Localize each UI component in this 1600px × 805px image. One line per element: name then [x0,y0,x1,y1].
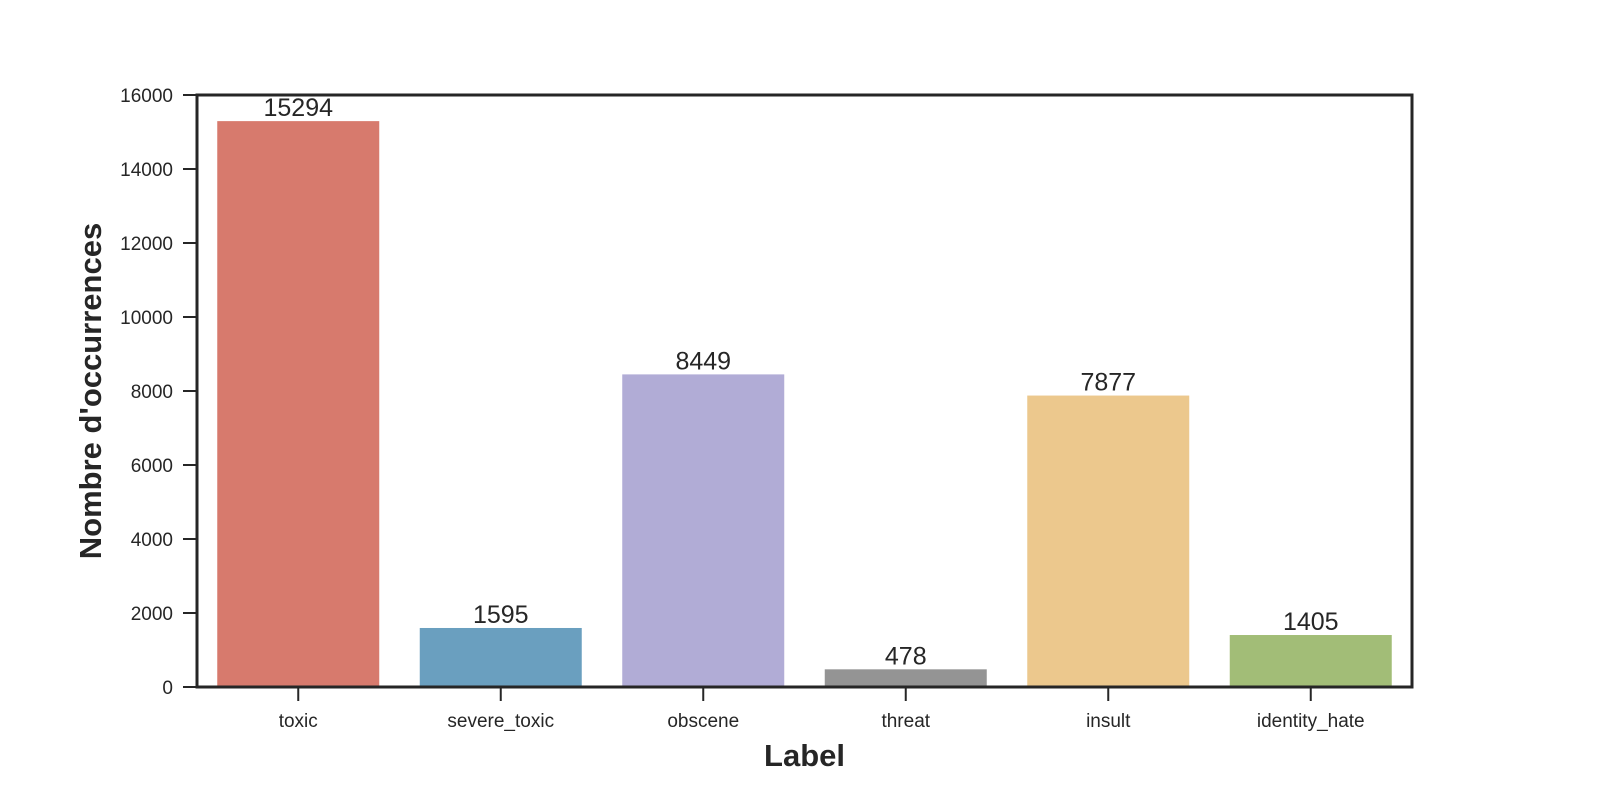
bar-threat [824,669,987,687]
bar-severe-toxic [419,627,582,687]
x-ticks: toxic severe_toxic obscene threat insult iden… [279,687,1365,732]
y-tick-label: 0 [162,678,173,699]
bars-layer [217,121,1392,687]
y-tick-label: 8000 [131,382,173,403]
bar-toxic [217,121,380,687]
x-axis-title: Label [764,738,845,773]
y-tick-label: 4000 [131,530,173,551]
y-tick-label: 14000 [120,160,173,181]
bar-value-labels: 15294 1595 8449 478 7877 1405 [263,94,1338,670]
x-tick-label: identity_hate [1257,711,1365,732]
bar-obscene [622,374,785,687]
bar-value-label: 1595 [473,601,529,629]
y-axis-title: Nombre d'occurrences [73,223,108,559]
bar-identity-hate [1229,635,1392,687]
bar-value-label: 15294 [263,94,333,122]
y-tick-label: 10000 [120,308,173,329]
bar-insult [1027,395,1190,687]
y-tick-label: 2000 [131,604,173,625]
y-tick-label: 16000 [120,86,173,107]
bar-value-label: 8449 [675,347,731,375]
bar-value-label: 478 [885,642,927,670]
bar-value-label: 7877 [1080,369,1136,397]
bar-value-label: 1405 [1283,608,1339,636]
x-tick-label: threat [881,711,930,732]
x-tick-label: obscene [667,711,739,732]
y-tick-label: 6000 [131,456,173,477]
x-tick-label: toxic [279,711,318,732]
y-ticks: 0 2000 4000 6000 8000 10000 12000 14000 16000 [120,86,197,699]
x-tick-label: insult [1086,711,1131,732]
x-tick-label: severe_toxic [447,711,554,732]
y-tick-label: 12000 [120,234,173,255]
